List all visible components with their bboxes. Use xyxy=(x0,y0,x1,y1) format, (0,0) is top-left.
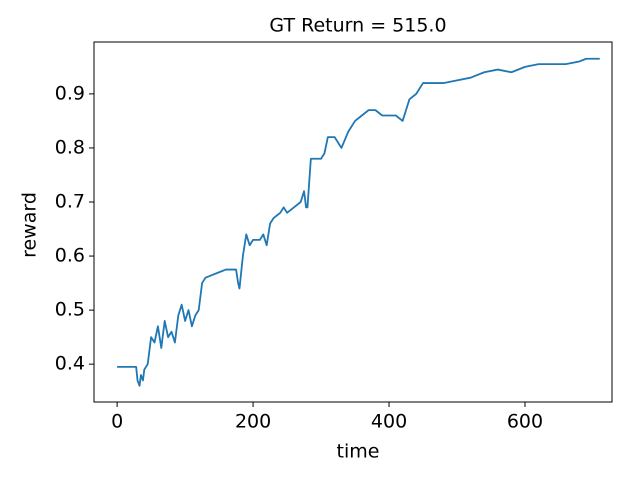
x-axis-label: time xyxy=(337,441,380,463)
y-tick-label: 0.7 xyxy=(55,191,85,213)
y-tick-label: 0.8 xyxy=(55,136,85,158)
y-tick-label: 0.5 xyxy=(55,299,85,321)
x-tick-label: 0 xyxy=(111,411,123,433)
y-tick-label: 0.4 xyxy=(55,353,85,375)
y-axis-label: reward xyxy=(19,192,41,258)
data-line xyxy=(117,57,600,387)
chart-title: GT Return = 515.0 xyxy=(269,15,446,37)
x-tick-label: 200 xyxy=(235,411,271,433)
x-tick-label: 600 xyxy=(507,411,543,433)
y-tick-label: 0.6 xyxy=(55,245,85,267)
y-tick-label: 0.9 xyxy=(55,82,85,104)
x-tick-label: 400 xyxy=(371,411,407,433)
axes-frame xyxy=(93,41,613,403)
